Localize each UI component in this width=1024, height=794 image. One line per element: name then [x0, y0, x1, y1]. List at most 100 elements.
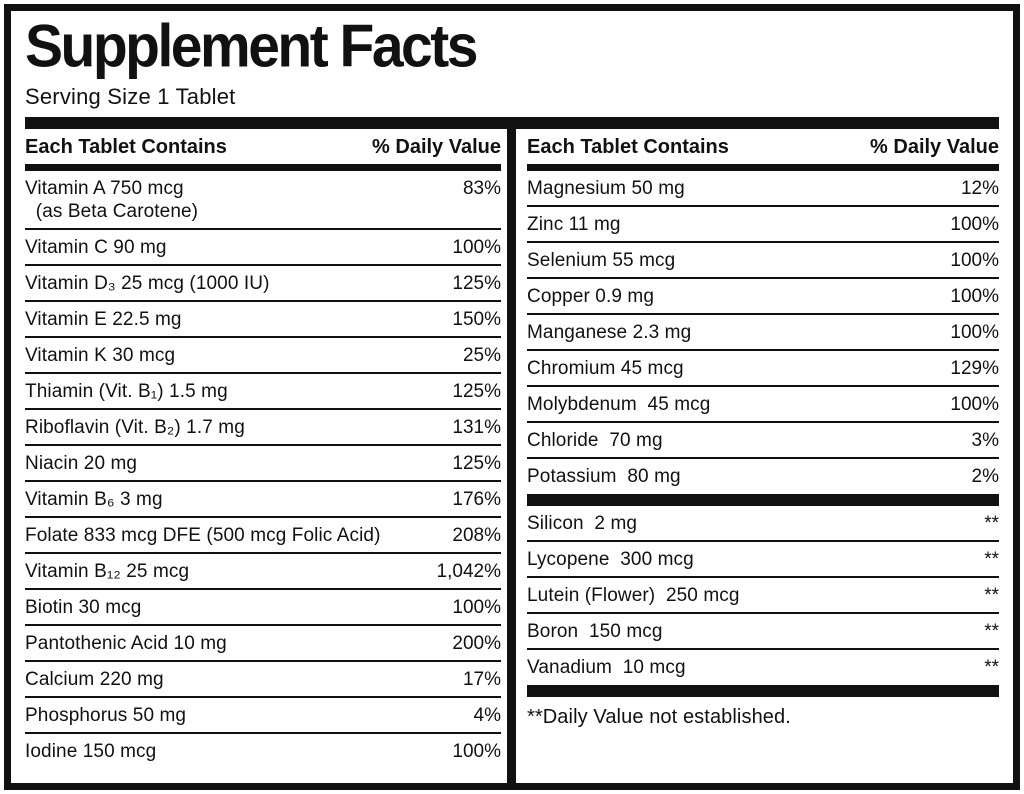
supplement-row: Silicon 2 mg ** — [527, 506, 999, 542]
supplement-row: Biotin 30 mcg 100% — [25, 590, 501, 626]
nutrient-daily-value: 2% — [971, 466, 999, 487]
supplement-row: Vitamin B₁₂ 25 mcg 1,042% — [25, 554, 501, 590]
left-column: Each Tablet Contains % Daily Value Vitam… — [25, 129, 507, 783]
nutrient-name: Thiamin (Vit. B₁) 1.5 mg — [25, 381, 228, 402]
nutrient-name: Lutein (Flower) 250 mcg — [527, 585, 740, 606]
nutrient-name: Calcium 220 mg — [25, 669, 164, 690]
nutrient-name: Vitamin K 30 mcg — [25, 345, 176, 366]
right-column-rows-other: Silicon 2 mg ** Lycopene 300 mcg ** Lute… — [527, 506, 999, 684]
nutrient-daily-value: 12% — [960, 178, 999, 199]
supplement-row: Lycopene 300 mcg ** — [527, 542, 999, 578]
supplement-row: Pantothenic Acid 10 mg 200% — [25, 626, 501, 662]
nutrient-daily-value: 150% — [452, 309, 501, 330]
supplement-row: Folate 833 mcg DFE (500 mcg Folic Acid) … — [25, 518, 501, 554]
left-header-divider-bar — [25, 164, 501, 171]
nutrient-name: Iodine 150 mcg — [25, 741, 157, 762]
right-column: Each Tablet Contains % Daily Value Magne… — [516, 129, 999, 783]
nutrient-name: Vitamin C 90 mg — [25, 237, 167, 258]
supplement-row: Lutein (Flower) 250 mcg ** — [527, 578, 999, 614]
nutrient-daily-value: 25% — [462, 345, 501, 366]
nutrient-daily-value: ** — [984, 585, 999, 606]
label-title: Supplement Facts — [25, 12, 478, 81]
nutrient-daily-value: 17% — [462, 669, 501, 690]
nutrient-daily-value: 200% — [452, 633, 501, 654]
supplement-row: Magnesium 50 mg 12% — [527, 171, 999, 207]
right-header-daily-value: % Daily Value — [870, 136, 999, 158]
label-inner: Supplement Facts Serving Size 1 Tablet E… — [11, 11, 1013, 783]
supplement-row: Chloride 70 mg 3% — [527, 423, 999, 459]
nutrient-name: Selenium 55 mcg — [527, 250, 676, 271]
supplement-row: Vitamin D₃ 25 mcg (1000 IU) 125% — [25, 266, 501, 302]
nutrient-daily-value: ** — [984, 621, 999, 642]
nutrient-daily-value: 176% — [452, 489, 501, 510]
supplement-row: Manganese 2.3 mg 100% — [527, 315, 999, 351]
nutrient-name: Niacin 20 mg — [25, 453, 138, 474]
supplement-row: Vanadium 10 mcg ** — [527, 650, 999, 684]
nutrient-daily-value: 100% — [452, 597, 501, 618]
column-divider-bar — [507, 129, 516, 783]
supplement-row: Vitamin K 30 mcg 25% — [25, 338, 501, 374]
nutrient-daily-value: 3% — [971, 430, 999, 451]
supplement-row: Iodine 150 mcg 100% — [25, 734, 501, 768]
supplement-row: Riboflavin (Vit. B₂) 1.7 mg 131% — [25, 410, 501, 446]
supplement-row: Niacin 20 mg 125% — [25, 446, 501, 482]
nutrient-name: Magnesium 50 mg — [527, 178, 685, 199]
supplement-row: Vitamin E 22.5 mg 150% — [25, 302, 501, 338]
nutrient-name: Pantothenic Acid 10 mg — [25, 633, 227, 654]
nutrient-name: Silicon 2 mg — [527, 513, 638, 534]
serving-size: Serving Size 1 Tablet — [25, 84, 236, 109]
supplement-row: Vitamin B₆ 3 mg 176% — [25, 482, 501, 518]
nutrient-name: Biotin 30 mcg — [25, 597, 142, 618]
nutrient-daily-value: 131% — [452, 417, 501, 438]
supplement-row: Chromium 45 mcg 129% — [527, 351, 999, 387]
nutrient-name: Potassium 80 mg — [527, 466, 681, 487]
nutrient-name: Riboflavin (Vit. B₂) 1.7 mg — [25, 417, 245, 438]
nutrient-daily-value: 4% — [473, 705, 501, 726]
left-column-header: Each Tablet Contains % Daily Value — [25, 129, 501, 164]
nutrient-daily-value: 100% — [452, 237, 501, 258]
supplement-facts-label: Supplement Facts Serving Size 1 Tablet E… — [4, 4, 1020, 790]
columns-container: Each Tablet Contains % Daily Value Vitam… — [25, 129, 999, 783]
nutrient-name: Vitamin B₆ 3 mg — [25, 489, 163, 510]
nutrient-daily-value: 1,042% — [436, 561, 501, 582]
left-column-rows: Vitamin A 750 mcg (as Beta Carotene) 83%… — [25, 171, 501, 768]
supplement-row: Thiamin (Vit. B₁) 1.5 mg 125% — [25, 374, 501, 410]
nutrient-name: Manganese 2.3 mg — [527, 322, 692, 343]
supplement-row: Potassium 80 mg 2% — [527, 459, 999, 493]
nutrient-name: Vitamin B₁₂ 25 mcg — [25, 561, 190, 582]
supplement-row: Vitamin A 750 mcg (as Beta Carotene) 83% — [25, 171, 501, 230]
mid-divider-bar-1 — [527, 494, 999, 506]
daily-value-footnote: **Daily Value not established. — [527, 706, 791, 728]
supplement-row: Copper 0.9 mg 100% — [527, 279, 999, 315]
nutrient-name: Chromium 45 mcg — [527, 358, 684, 379]
nutrient-daily-value: ** — [984, 549, 999, 570]
right-header-divider-bar — [527, 164, 999, 171]
nutrient-name: Lycopene 300 mcg — [527, 549, 694, 570]
nutrient-name: Folate 833 mcg DFE (500 mcg Folic Acid) — [25, 525, 381, 546]
nutrient-daily-value: 125% — [452, 273, 501, 294]
nutrient-daily-value: 125% — [452, 381, 501, 402]
left-header-daily-value: % Daily Value — [372, 136, 501, 158]
supplement-row: Selenium 55 mcg 100% — [527, 243, 999, 279]
nutrient-name: Vanadium 10 mcg — [527, 657, 686, 678]
nutrient-daily-value: ** — [984, 657, 999, 678]
nutrient-daily-value: 125% — [452, 453, 501, 474]
nutrient-name: Molybdenum 45 mcg — [527, 394, 711, 415]
nutrient-daily-value: 100% — [950, 394, 999, 415]
nutrient-daily-value: 100% — [452, 741, 501, 762]
nutrient-name: Zinc 11 mg — [527, 214, 621, 235]
supplement-row: Vitamin C 90 mg 100% — [25, 230, 501, 266]
supplement-row: Phosphorus 50 mg 4% — [25, 698, 501, 734]
nutrient-name: Copper 0.9 mg — [527, 286, 654, 307]
nutrient-name: Vitamin D₃ 25 mcg (1000 IU) — [25, 273, 270, 294]
supplement-row: Calcium 220 mg 17% — [25, 662, 501, 698]
right-column-header: Each Tablet Contains % Daily Value — [527, 129, 999, 164]
supplement-row: Zinc 11 mg 100% — [527, 207, 999, 243]
nutrient-daily-value: 100% — [950, 286, 999, 307]
nutrient-name: Chloride 70 mg — [527, 430, 663, 451]
supplement-row: Boron 150 mcg ** — [527, 614, 999, 650]
nutrient-daily-value: 100% — [950, 250, 999, 271]
right-column-rows-minerals: Magnesium 50 mg 12% Zinc 11 mg 100% Sele… — [527, 171, 999, 493]
nutrient-daily-value: 208% — [452, 525, 501, 546]
nutrient-name: Vitamin E 22.5 mg — [25, 309, 182, 330]
